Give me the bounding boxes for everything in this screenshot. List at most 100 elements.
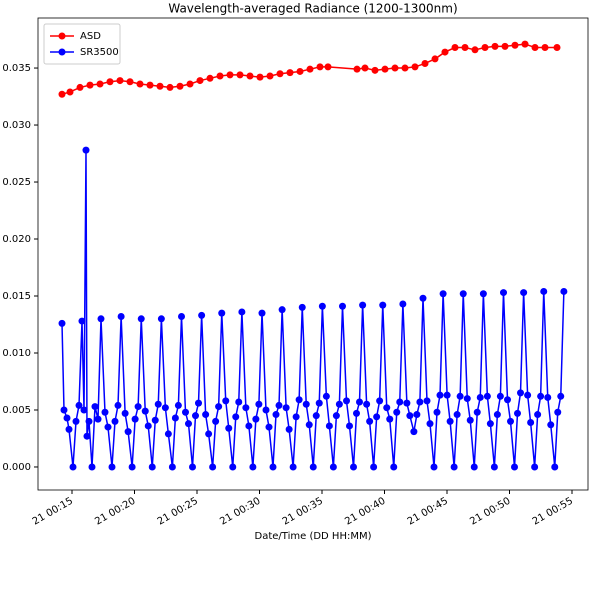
data-point — [282, 404, 290, 412]
data-point — [376, 397, 384, 405]
data-point — [399, 300, 407, 308]
data-point — [302, 400, 310, 408]
data-point — [108, 463, 116, 471]
data-point — [86, 81, 94, 89]
data-point — [245, 422, 253, 430]
data-point — [496, 392, 504, 400]
data-point — [456, 392, 464, 400]
data-point — [146, 81, 154, 89]
data-point — [101, 408, 109, 416]
data-point — [198, 311, 206, 319]
data-point — [544, 393, 552, 401]
data-point — [350, 463, 357, 471]
data-point — [459, 290, 467, 298]
data-point — [137, 315, 145, 323]
data-point — [229, 463, 237, 471]
data-point — [114, 401, 122, 409]
data-point — [97, 315, 105, 323]
data-point — [91, 403, 99, 411]
data-point — [443, 391, 451, 399]
data-point — [75, 401, 83, 409]
data-point — [296, 67, 304, 75]
data-point — [560, 287, 568, 295]
data-point — [524, 391, 532, 399]
data-point — [255, 400, 263, 408]
data-point — [361, 64, 369, 72]
data-point — [450, 463, 458, 471]
data-point — [504, 396, 511, 404]
data-point — [252, 415, 260, 423]
data-point — [483, 392, 491, 400]
data-point — [161, 404, 169, 412]
data-point — [441, 48, 449, 56]
data-point — [470, 463, 478, 471]
data-point — [151, 416, 159, 424]
data-point — [269, 463, 277, 471]
data-point — [65, 425, 73, 433]
data-point — [329, 463, 337, 471]
data-point — [511, 463, 518, 471]
data-point — [286, 69, 294, 77]
data-point — [258, 309, 266, 317]
data-point — [76, 83, 84, 91]
data-point — [66, 88, 74, 96]
data-point — [451, 44, 459, 52]
data-point — [486, 420, 494, 428]
data-point — [134, 403, 142, 411]
data-point — [226, 71, 234, 79]
data-point — [238, 308, 246, 316]
data-point — [58, 319, 66, 327]
data-point — [359, 301, 367, 309]
data-point — [309, 463, 317, 471]
data-point — [69, 463, 77, 471]
data-point — [278, 306, 286, 314]
data-point — [453, 411, 461, 419]
data-point — [371, 66, 379, 74]
data-point — [196, 77, 204, 85]
data-point — [531, 44, 539, 52]
data-point — [490, 463, 498, 471]
data-point — [195, 399, 202, 407]
y-tick-label: 0.010 — [2, 348, 31, 359]
data-point — [94, 415, 102, 423]
data-point — [192, 412, 199, 420]
y-tick-label: 0.030 — [2, 120, 31, 131]
data-point — [363, 400, 371, 408]
data-point — [431, 55, 439, 63]
data-point — [446, 417, 454, 425]
data-point — [126, 78, 134, 86]
data-point — [298, 303, 306, 311]
data-point — [370, 463, 378, 471]
data-point — [366, 417, 374, 425]
data-point — [540, 287, 548, 295]
data-point — [289, 463, 297, 471]
data-point — [265, 423, 273, 431]
data-point — [83, 432, 91, 440]
data-point — [410, 428, 418, 436]
data-point — [439, 290, 447, 298]
data-point — [381, 65, 389, 73]
data-point — [205, 430, 213, 438]
data-point — [131, 415, 139, 423]
data-point — [305, 421, 313, 429]
data-point — [164, 430, 172, 438]
data-point — [111, 417, 119, 425]
data-point — [106, 78, 114, 86]
data-point — [232, 413, 240, 421]
data-point — [557, 392, 565, 400]
data-point — [554, 408, 562, 416]
plot-area — [58, 40, 568, 471]
legend-label: ASD — [80, 31, 101, 42]
y-tick-label: 0.000 — [2, 462, 31, 473]
legend-label: SR3500 — [80, 47, 119, 58]
data-point — [218, 309, 226, 317]
data-point — [292, 413, 300, 421]
data-point — [60, 406, 68, 414]
data-point — [156, 82, 164, 90]
legend-marker — [58, 48, 66, 56]
data-point — [517, 389, 524, 397]
data-point — [466, 416, 474, 424]
data-point — [168, 463, 176, 471]
data-point — [393, 408, 401, 416]
data-point — [154, 400, 162, 408]
